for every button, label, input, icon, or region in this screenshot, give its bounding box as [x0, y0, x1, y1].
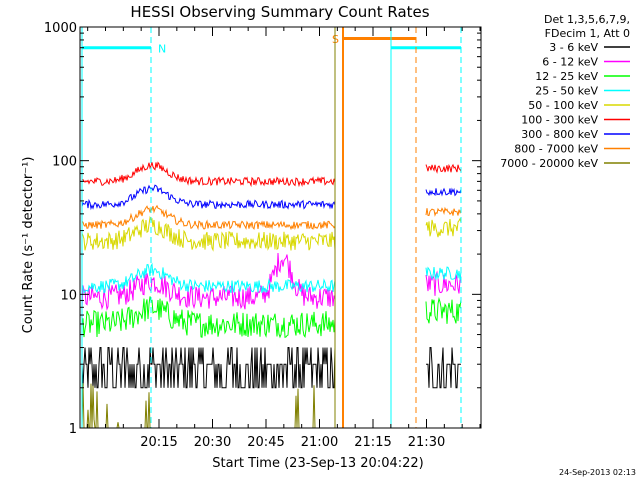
series-line [81, 215, 336, 252]
footer-date: 24-Sep-2013 02:13 [559, 468, 636, 477]
series-3-6kev [81, 347, 461, 389]
legend-header: FDecim 1, Att 0 [545, 27, 630, 40]
x-tick-label: 20:15 [140, 435, 177, 450]
series-line [81, 347, 336, 389]
legend-label: 100 - 300 keV [521, 114, 598, 127]
x-tick-label: 21:00 [301, 435, 338, 450]
x-tick-label: 20:45 [247, 435, 284, 450]
series-800-7000kev [81, 204, 462, 231]
series-12-25kev [81, 296, 462, 339]
series-50-100kev [81, 215, 462, 252]
series-300-800kev [81, 184, 462, 211]
legend-header: Det 1,3,5,6,7,9, [544, 13, 630, 26]
y-tick-label: 100 [52, 155, 77, 170]
series-line [81, 296, 336, 339]
series-line [81, 161, 336, 188]
series-6-12kev [81, 252, 462, 311]
legend-label: 7000 - 20000 keV [500, 157, 598, 170]
y-tick-label: 1000 [44, 21, 77, 36]
legend-label: 25 - 50 keV [535, 85, 598, 98]
series-line [425, 206, 462, 217]
series-line [426, 347, 461, 389]
legend-label: 300 - 800 keV [521, 128, 598, 141]
x-tick-label: 20:30 [194, 435, 231, 450]
series-7000-20000kev [81, 383, 461, 429]
series-line [81, 184, 336, 211]
series-100-300kev [81, 161, 462, 188]
x-tick-label: 21:30 [408, 435, 445, 450]
series-25-50kev [81, 262, 462, 294]
legend-label: 800 - 7000 keV [514, 143, 598, 156]
night-flag-label: N [158, 43, 166, 56]
legend-label: 12 - 25 keV [535, 70, 598, 83]
chart-title: HESSI Observing Summary Count Rates [130, 3, 429, 21]
legend-label: 50 - 100 keV [528, 99, 598, 112]
y-axis-label: Count Rate (s⁻¹ detector⁻¹) [21, 157, 36, 334]
y-tick-label: 1 [69, 422, 77, 437]
x-tick-label: 21:15 [354, 435, 391, 450]
x-axis-label: Start Time (23-Sep-13 20:04:22) [212, 456, 423, 471]
legend: Det 1,3,5,6,7,9,FDecim 1, Att 03 - 6 keV… [500, 13, 630, 170]
series-line [425, 163, 462, 174]
flag-markers: NS [81, 27, 462, 428]
series-line [425, 187, 462, 197]
series-line [81, 383, 335, 429]
series-line [81, 262, 336, 294]
legend-label: 3 - 6 keV [549, 41, 598, 54]
plot-frame [79, 26, 482, 429]
series-line [81, 204, 336, 231]
series-line [425, 266, 462, 281]
legend-label: 6 - 12 keV [542, 56, 598, 69]
series-line [425, 217, 462, 238]
series-line [425, 296, 462, 324]
y-tick-label: 10 [60, 288, 77, 303]
